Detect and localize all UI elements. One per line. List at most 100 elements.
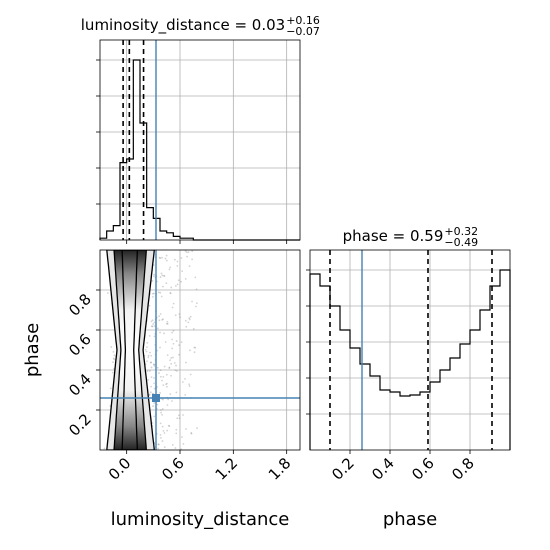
posterior-sample-point [161, 319, 164, 321]
posterior-sample-point [170, 362, 173, 365]
joint-density-panel: 0.0 0.6 1.2 1.8 0.2 0.4 0.6 0.8 luminosity_dis… [22, 249, 301, 530]
posterior-sample-point [161, 379, 163, 382]
posterior-sample-point [163, 432, 166, 434]
posterior-sample-point [153, 402, 156, 404]
posterior-sample-point [159, 257, 162, 260]
posterior-sample-point [188, 385, 191, 387]
posterior-sample-point [160, 411, 162, 414]
posterior-sample-point [168, 366, 171, 369]
posterior-sample-point [171, 443, 174, 446]
posterior-sample-point [156, 403, 159, 406]
posterior-sample-point [158, 319, 161, 322]
posterior-sample-point [174, 285, 177, 287]
posterior-sample-point [150, 361, 153, 364]
posterior-sample-point [112, 361, 114, 364]
density-band-inner [114, 250, 147, 450]
joint-density-frame [99, 249, 301, 451]
posterior-sample-point [170, 374, 172, 377]
posterior-sample-point [164, 257, 167, 260]
posterior-sample-point [176, 283, 179, 286]
posterior-sample-point [111, 371, 114, 374]
posterior-sample-point [158, 256, 161, 259]
posterior-sample-point [158, 372, 160, 374]
posterior-sample-point [176, 370, 178, 372]
posterior-sample-point [175, 432, 178, 435]
posterior-sample-point [161, 413, 164, 416]
posterior-sample-point [163, 365, 166, 368]
posterior-sample-point [109, 387, 112, 390]
posterior-sample-point [163, 332, 165, 335]
posterior-sample-point [172, 302, 175, 305]
posterior-sample-point [151, 279, 154, 282]
posterior-sample-point [171, 347, 174, 350]
posterior-sample-point [174, 447, 177, 449]
posterior-sample-point [169, 393, 172, 396]
posterior-sample-point [149, 369, 151, 372]
posterior-sample-point [145, 350, 148, 353]
posterior-sample-point [195, 302, 198, 305]
luminosity-distance-axis-label: luminosity_distance [111, 509, 290, 530]
posterior-sample-point [192, 327, 195, 330]
posterior-sample-point [103, 447, 106, 450]
posterior-sample-point [161, 425, 164, 428]
posterior-sample-point [150, 366, 153, 369]
posterior-sample-point [152, 295, 154, 298]
posterior-sample-point [178, 313, 181, 316]
posterior-sample-point [165, 322, 168, 325]
posterior-sample-point [172, 329, 175, 332]
luminosity-distance-xtick-label: 1.2 [212, 454, 242, 484]
posterior-sample-point [171, 306, 174, 309]
posterior-sample-point [178, 353, 180, 356]
posterior-sample-point [184, 277, 187, 280]
posterior-sample-point [153, 275, 155, 278]
posterior-sample-point [144, 348, 147, 351]
posterior-sample-point [194, 346, 197, 349]
posterior-sample-point [156, 366, 159, 369]
posterior-sample-point [147, 378, 150, 381]
posterior-sample-point [181, 436, 183, 438]
posterior-sample-point [159, 331, 161, 334]
posterior-sample-point [146, 370, 149, 373]
posterior-sample-point [180, 341, 183, 344]
posterior-sample-point [166, 320, 169, 323]
posterior-sample-point [165, 282, 168, 285]
phase-x-axis-label: phase [383, 509, 437, 530]
posterior-sample-point [167, 398, 170, 401]
phase-histogram [309, 269, 511, 450]
posterior-sample-point [156, 327, 159, 330]
phase-ytick-label: 0.2 [65, 410, 95, 440]
posterior-sample-point [165, 383, 167, 386]
posterior-sample-point [185, 428, 187, 430]
phase-title-text: phase = 0.59 [343, 227, 444, 245]
luminosity-distance-histogram-panel: luminosity_distance = 0.03 +0.16 −0.07 [81, 14, 320, 244]
posterior-sample-point [150, 354, 153, 357]
posterior-sample-point [153, 377, 155, 379]
posterior-sample-point [159, 375, 162, 378]
posterior-sample-point [185, 325, 188, 328]
posterior-sample-point [166, 385, 168, 388]
posterior-sample-point [148, 393, 151, 396]
posterior-sample-point [186, 255, 188, 258]
phase-xtick-label: 0.8 [448, 454, 478, 484]
luminosity-distance-title-upper-error: +0.16 [286, 14, 320, 27]
posterior-sample-point [171, 400, 173, 402]
posterior-sample-point [165, 259, 168, 262]
posterior-sample-point [159, 392, 161, 394]
posterior-sample-point [160, 436, 162, 439]
posterior-sample-point [147, 354, 150, 357]
phase-xtick-label: 0.6 [408, 454, 438, 484]
posterior-sample-point [182, 414, 184, 416]
posterior-sample-point [157, 443, 160, 446]
posterior-sample-point [194, 305, 197, 308]
posterior-sample-point [181, 270, 184, 273]
posterior-sample-point [153, 415, 156, 418]
posterior-sample-point [153, 387, 156, 390]
posterior-sample-point [148, 394, 151, 396]
posterior-sample-point [176, 264, 179, 267]
density-contours [106, 250, 155, 450]
posterior-sample-point [157, 447, 160, 450]
posterior-sample-point [190, 432, 193, 435]
posterior-sample-point [163, 275, 166, 277]
posterior-sample-point [166, 322, 169, 325]
posterior-sample-point [182, 442, 185, 445]
